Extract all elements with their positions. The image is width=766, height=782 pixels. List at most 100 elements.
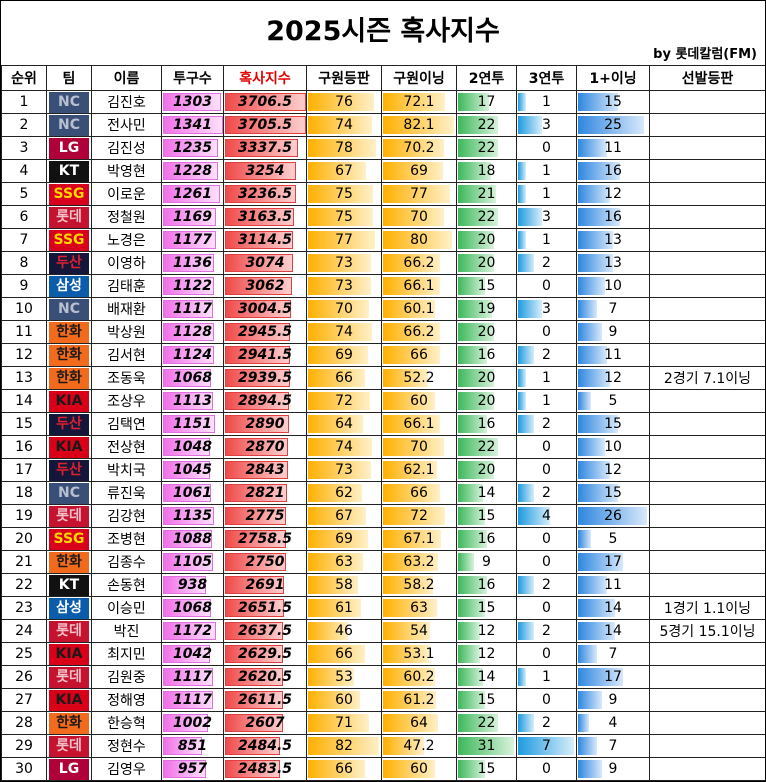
cell: 11 [1, 320, 47, 344]
cell: 14 [576, 619, 650, 643]
cell-text: 2 [19, 117, 29, 133]
cell [649, 136, 765, 160]
cell: 1068 [161, 366, 224, 390]
team-badge: 두산 [49, 413, 89, 435]
cell: 63.2 [381, 550, 457, 574]
cell-value: 61.2 [403, 692, 435, 708]
cell: 1042 [161, 642, 224, 666]
cell: 66.1 [381, 274, 457, 298]
cell: 이승민 [91, 596, 162, 620]
cell: 0 [516, 274, 577, 298]
cell: 1088 [161, 527, 224, 551]
cell: 30 [1, 757, 47, 781]
data-bar [458, 277, 486, 295]
cell: 0 [516, 136, 577, 160]
cell: 배재환 [91, 297, 162, 321]
cell: NC [46, 90, 92, 114]
cell: SSG [46, 182, 92, 206]
cell: 노경은 [91, 228, 162, 252]
cell-value: 22 [477, 140, 496, 156]
data-bar [383, 691, 436, 709]
cell: 71 [306, 711, 382, 735]
data-bar [225, 484, 288, 502]
cell-value: 73 [335, 278, 353, 294]
data-bar [458, 645, 480, 663]
data-bar [578, 760, 602, 778]
cell: 한승혁 [91, 711, 162, 735]
data-bar [518, 116, 542, 134]
cell-value: 2894.5 [237, 393, 293, 409]
data-bar [518, 576, 534, 594]
cell: 정해영 [91, 688, 162, 712]
cell: 2620.5 [223, 665, 307, 689]
table-row: 7 SSG 노경은 1177 3114.5 77 80 20 1 13 [1, 228, 765, 252]
cell-value: 71 [335, 715, 353, 731]
team-badge: LG [49, 137, 89, 159]
cell: 61 [306, 596, 382, 620]
cell: 66.2 [381, 251, 457, 275]
data-bar [383, 599, 438, 617]
cell: 1 [516, 90, 577, 114]
cell: 67 [306, 504, 382, 528]
cell: KT [46, 159, 92, 183]
cell: 전사민 [91, 113, 162, 137]
cell: 60.2 [381, 665, 457, 689]
cell: 한화 [46, 320, 92, 344]
cell: 25 [576, 113, 650, 137]
cell: 2 [516, 481, 577, 505]
cell: 9 [456, 550, 517, 574]
cell-value: 1135 [173, 508, 212, 524]
data-bar [308, 231, 375, 249]
cell: 0 [516, 527, 577, 551]
cell: 63 [306, 550, 382, 574]
cell: 1303 [161, 90, 224, 114]
data-bar [308, 760, 366, 778]
column-header: 구원등판 [306, 65, 382, 91]
cell-value: 1124 [173, 347, 212, 363]
cell: 70.2 [381, 136, 457, 160]
cell-value: 2758.5 [237, 531, 293, 547]
cell: 김진성 [91, 136, 162, 160]
data-bar [383, 139, 444, 157]
data-bar [308, 461, 372, 479]
cell: 16 [576, 205, 650, 229]
team-badge: KT [49, 160, 89, 182]
cell: 62 [306, 481, 382, 505]
cell-value: 1128 [173, 324, 212, 340]
cell-value: 1 [542, 370, 551, 386]
cell: 3254 [223, 159, 307, 183]
cell: 12 [576, 366, 650, 390]
cell: 두산 [46, 251, 92, 275]
cell: 26 [1, 665, 47, 689]
cell: 2821 [223, 481, 307, 505]
cell-value: 2 [542, 485, 551, 501]
cell: 1경기 1.1이닝 [649, 596, 765, 620]
cell-value: 53 [335, 669, 353, 685]
cell: 24 [1, 619, 47, 643]
cell-value: 64 [410, 715, 428, 731]
cell-value: 7 [608, 646, 618, 662]
cell: 73 [306, 251, 382, 275]
data-bar [308, 300, 369, 318]
cell-text: 20 [15, 531, 33, 547]
cell-value: 60.1 [403, 301, 435, 317]
cell-text: 박영현 [107, 164, 146, 180]
data-bar [458, 484, 484, 502]
cell-value: 1172 [173, 623, 212, 639]
data-bar [163, 323, 214, 341]
cell: 73 [306, 274, 382, 298]
cell-value: 1061 [173, 485, 212, 501]
cell-value: 851 [177, 738, 208, 754]
cell-value: 16 [477, 416, 496, 432]
cell-value: 0 [542, 646, 551, 662]
cell: 1045 [161, 458, 224, 482]
cell-value: 62 [335, 485, 353, 501]
cell-text: 9 [19, 278, 29, 294]
cell-text: 24 [15, 623, 33, 639]
cell-value: 3163.5 [237, 209, 293, 225]
cell-value: 75 [335, 209, 353, 225]
cell: 15 [456, 596, 517, 620]
data-bar [308, 415, 364, 433]
cell-text: 1 [19, 94, 29, 110]
data-bar [308, 323, 373, 341]
